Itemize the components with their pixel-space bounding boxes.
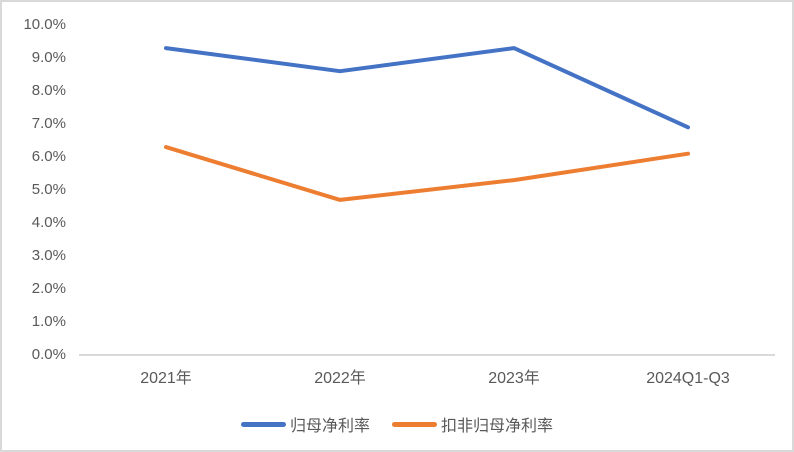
y-tick-label: 1.0% xyxy=(31,313,66,330)
legend-line-swatch-blue xyxy=(240,421,286,427)
x-category-label: 2021年 xyxy=(140,370,192,387)
chart-legend: 归母净利率 扣非归母净利率 xyxy=(2,410,792,438)
legend-label-series-0: 归母净利率 xyxy=(289,418,370,435)
y-tick-label: 9.0% xyxy=(31,49,66,66)
x-category-label: 2022年 xyxy=(314,370,366,387)
legend-item-series-1: 扣非归母净利率 xyxy=(392,412,553,436)
legend-item-series-0: 归母净利率 xyxy=(240,412,370,436)
legend-line-swatch-orange xyxy=(392,421,437,427)
y-tick-label: 10.0% xyxy=(23,16,66,33)
y-tick-label: 3.0% xyxy=(31,247,66,264)
y-tick-label: 5.0% xyxy=(31,181,66,198)
series-line-1 xyxy=(164,145,690,202)
y-tick-label: 0.0% xyxy=(31,346,66,363)
series-line-0 xyxy=(164,46,690,130)
y-tick-label: 8.0% xyxy=(31,82,66,99)
x-axis-line xyxy=(79,354,775,356)
y-tick-label: 4.0% xyxy=(31,214,66,231)
x-category-label: 2023年 xyxy=(488,370,540,387)
x-category-label: 2024Q1-Q3 xyxy=(646,370,730,387)
y-tick-label: 2.0% xyxy=(31,280,66,297)
legend-label-series-1: 扣非归母净利率 xyxy=(441,418,554,435)
y-tick-label: 7.0% xyxy=(31,115,66,132)
y-tick-label: 6.0% xyxy=(31,148,66,165)
